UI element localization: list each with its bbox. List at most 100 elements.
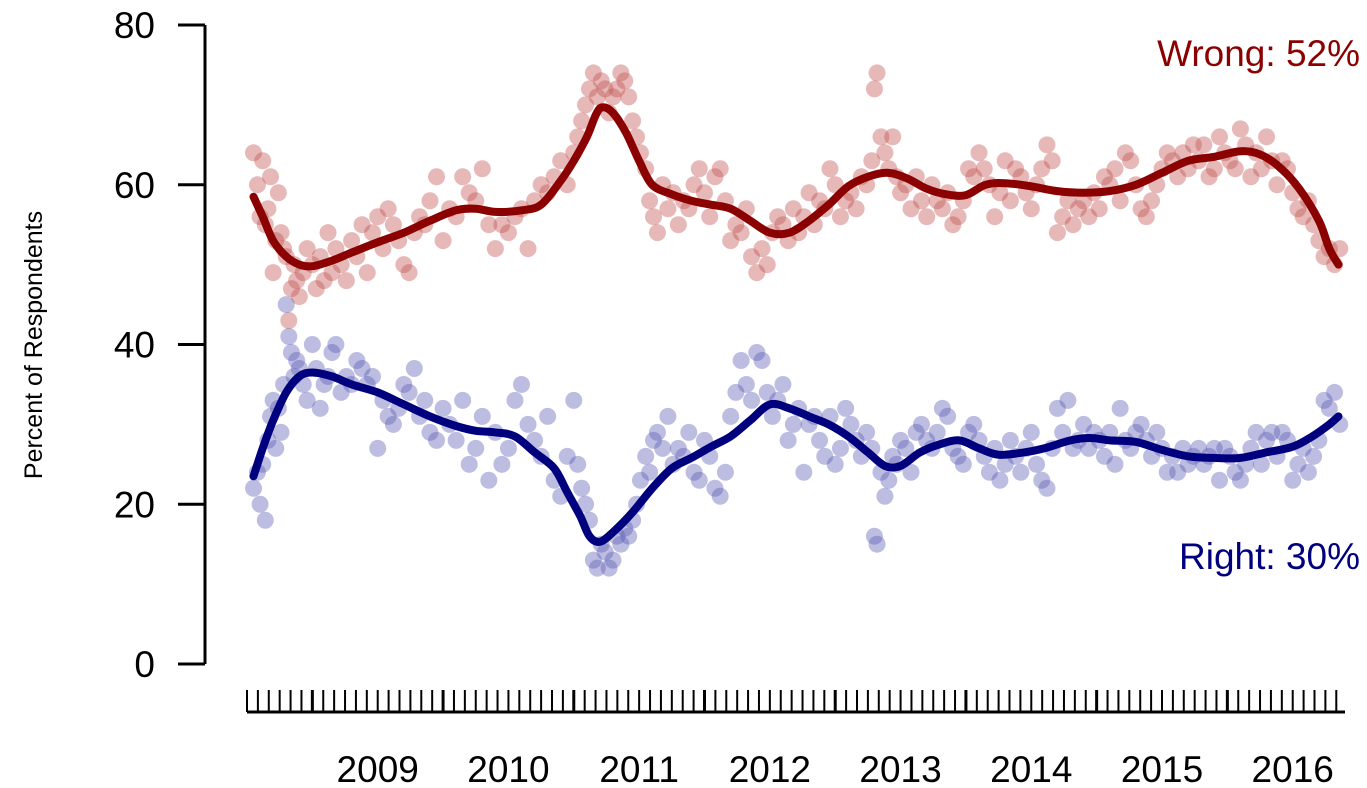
data-point-right [980, 463, 998, 481]
data-point-right [303, 336, 321, 353]
data-point-right [311, 399, 329, 417]
data-point-wrong [1226, 160, 1244, 178]
data-point-right [645, 431, 663, 449]
data-point-right [716, 463, 734, 481]
data-point-wrong [991, 184, 1009, 202]
data-point-wrong [696, 184, 713, 202]
data-point-wrong [965, 168, 983, 186]
data-point-right [513, 375, 530, 393]
data-point-wrong [884, 128, 902, 146]
data-point-right [706, 479, 724, 497]
data-point-wrong [1054, 208, 1072, 226]
data-point-right [892, 431, 910, 449]
data-point-right [727, 383, 745, 401]
data-point-wrong [1001, 192, 1019, 210]
data-point-right [282, 343, 300, 361]
x-tick-label: 2010 [467, 749, 549, 788]
data-point-right [434, 399, 452, 417]
data-point-wrong [379, 200, 397, 218]
data-point-wrong [315, 272, 333, 290]
data-point-right [612, 535, 630, 553]
data-point-wrong [918, 208, 936, 226]
data-point-right [837, 399, 855, 417]
data-point-right [1148, 423, 1166, 441]
data-point-wrong [944, 216, 962, 234]
data-point-wrong [269, 184, 287, 202]
data-point-right [912, 415, 930, 433]
data-point-wrong [711, 160, 729, 178]
data-point-wrong [580, 80, 598, 98]
data-point-wrong [1252, 160, 1270, 178]
data-point-wrong [1116, 144, 1134, 162]
data-point-wrong [1137, 208, 1155, 226]
data-point-right [826, 455, 844, 473]
data-point-right [737, 375, 755, 393]
data-point-wrong [421, 192, 439, 210]
data-point-right [884, 447, 902, 465]
x-tick-label: 2014 [990, 749, 1072, 788]
data-point-right [654, 439, 672, 457]
data-point-wrong [337, 272, 355, 290]
data-point-wrong [645, 208, 663, 226]
data-point-wrong [400, 264, 418, 282]
data-point-right [880, 471, 898, 489]
data-point-right [865, 527, 883, 545]
data-point-wrong [933, 200, 951, 218]
data-point-wrong [1043, 152, 1061, 170]
data-point-wrong [264, 264, 282, 282]
data-point-wrong [1289, 200, 1307, 218]
data-point-wrong [706, 168, 724, 186]
data-point-right [1127, 423, 1145, 441]
data-point-right [996, 455, 1014, 473]
data-point-wrong [863, 152, 881, 170]
data-point-right [1211, 471, 1229, 489]
data-point-right [811, 431, 829, 449]
data-point-wrong [1048, 224, 1066, 242]
trend-line-wrong [249, 103, 1343, 271]
data-point-right [954, 455, 972, 473]
data-point-right [447, 431, 465, 449]
y-tick-label: 20 [114, 484, 155, 525]
data-point-wrong [690, 160, 708, 178]
data-point-wrong [460, 184, 478, 202]
data-point-right [1169, 463, 1187, 481]
data-point-wrong [616, 72, 634, 90]
data-point-wrong [960, 160, 978, 178]
data-point-right [858, 423, 876, 441]
data-point-wrong [307, 280, 325, 298]
data-point-wrong [1038, 136, 1056, 154]
data-point-right [690, 471, 708, 489]
data-point-right [1315, 391, 1333, 409]
data-point-right [315, 375, 333, 393]
data-point-wrong [592, 72, 610, 90]
data-point-right [1284, 471, 1302, 489]
data-point-wrong [1169, 168, 1187, 186]
data-point-right [685, 463, 703, 481]
data-point-right [753, 351, 771, 369]
data-point-wrong [282, 280, 300, 298]
data-point-wrong [353, 216, 371, 234]
data-point-wrong [1195, 136, 1213, 154]
data-point-wrong [290, 288, 308, 306]
data-point-wrong [245, 144, 263, 162]
data-point-wrong [395, 256, 413, 274]
data-point-wrong [1122, 152, 1140, 170]
data-point-wrong [1200, 168, 1218, 186]
data-point-wrong [596, 80, 614, 98]
data-point-wrong [486, 240, 504, 258]
data-point-right [1038, 479, 1056, 497]
data-point-right [272, 423, 290, 441]
data-point-right [569, 455, 587, 473]
data-point-wrong [892, 184, 910, 202]
data-point-wrong [975, 160, 993, 178]
data-point-wrong [1294, 208, 1312, 226]
data-point-right [669, 439, 687, 457]
data-point-right [539, 407, 557, 425]
data-point-right [1299, 463, 1317, 481]
data-point-wrong [584, 64, 602, 82]
data-point-wrong [624, 112, 642, 130]
data-point-wrong [612, 64, 630, 82]
data-point-wrong [1132, 200, 1150, 218]
data-point-wrong [323, 264, 341, 282]
